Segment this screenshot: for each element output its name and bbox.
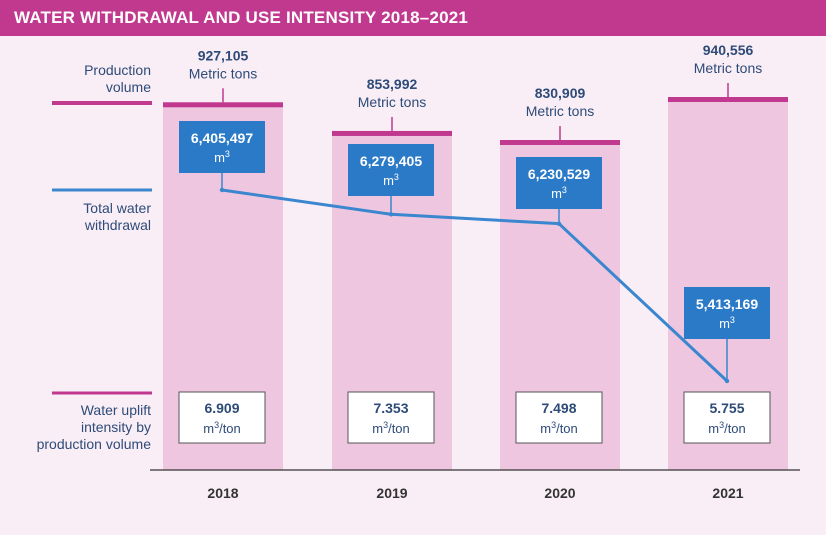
- intensity-box-2020: [515, 391, 603, 444]
- withdrawal-point-2020: [556, 221, 562, 226]
- withdrawal-unit-label-2018: m3: [214, 149, 230, 165]
- row-label-production-line1: Production: [84, 62, 151, 78]
- withdrawal-box-2020: [516, 157, 602, 209]
- withdrawal-value-label-2018: 6,405,497: [191, 130, 253, 146]
- intensity-unit-label-2019: m3/ton: [372, 420, 410, 436]
- chart-title: WATER WITHDRAWAL AND USE INTENSITY 2018–…: [14, 8, 469, 27]
- production-value-label-2019: 853,992: [367, 76, 418, 92]
- withdrawal-box-2019: [348, 144, 434, 196]
- row-label-withdrawal-line2: withdrawal: [84, 217, 151, 233]
- intensity-box-2021: [683, 391, 771, 444]
- intensity-value-label-2019: 7.353: [373, 400, 408, 416]
- x-tick-label-2021: 2021: [712, 485, 743, 501]
- row-label-intensity-line2: intensity by: [80, 419, 151, 435]
- production-bar-cap-2018: [163, 102, 283, 108]
- intensity-value-label-2021: 5.755: [709, 400, 744, 416]
- x-tick-label-2019: 2019: [376, 485, 407, 501]
- production-value-label-2018: 927,105: [198, 47, 249, 63]
- intensity-box-2019: [347, 391, 435, 444]
- withdrawal-value-label-2020: 6,230,529: [528, 166, 590, 182]
- intensity-value-label-2020: 7.498: [541, 400, 576, 416]
- withdrawal-unit-label-2020: m3: [551, 185, 567, 201]
- row-label-intensity-line1: Water uplift: [80, 402, 151, 418]
- production-bar-cap-2021: [668, 97, 788, 102]
- withdrawal-point-2018: [219, 187, 225, 193]
- row-label-production: Production volume: [84, 62, 151, 96]
- intensity-unit-label-2020: m3/ton: [540, 420, 578, 436]
- row-label-production-line2: volume: [105, 79, 151, 95]
- intensity-unit-label-2018: m3/ton: [203, 420, 241, 436]
- row-label-intensity-line3: production volume: [36, 436, 151, 452]
- row-label-withdrawal-line1: Total water: [83, 200, 151, 216]
- withdrawal-value-label-2019: 6,279,405: [360, 153, 422, 169]
- withdrawal-box-2018: [179, 121, 265, 173]
- x-tick-label-2020: 2020: [544, 485, 575, 501]
- withdrawal-value-label-2021: 5,413,169: [696, 296, 758, 312]
- withdrawal-point-2019: [388, 212, 394, 217]
- intensity-box-2018: [178, 391, 266, 444]
- row-label-intensity: Water uplift intensity by production vol…: [37, 402, 151, 453]
- withdrawal-unit-label-2021: m3: [719, 315, 735, 331]
- production-unit-label-2021: Metric tons: [694, 60, 762, 76]
- production-unit-label-2018: Metric tons: [189, 65, 257, 81]
- intensity-unit-label-2021: m3/ton: [708, 420, 746, 436]
- row-label-withdrawal: Total water withdrawal: [83, 200, 151, 234]
- withdrawal-unit-label-2019: m3: [383, 172, 399, 188]
- production-value-label-2020: 830,909: [535, 85, 586, 101]
- withdrawal-line: [221, 188, 729, 383]
- x-tick-label-2018: 2018: [207, 485, 238, 501]
- production-unit-label-2019: Metric tons: [358, 94, 426, 110]
- production-bar-cap-2019: [332, 130, 452, 136]
- production-unit-label-2020: Metric tons: [526, 103, 594, 119]
- production-bar-cap-2020: [500, 140, 620, 145]
- withdrawal-point-2021: [724, 378, 730, 384]
- header-bar: WATER WITHDRAWAL AND USE INTENSITY 2018–…: [0, 0, 826, 36]
- intensity-value-label-2018: 6.909: [204, 400, 239, 416]
- production-value-label-2021: 940,556: [703, 42, 754, 58]
- withdrawal-box-2021: [684, 287, 770, 339]
